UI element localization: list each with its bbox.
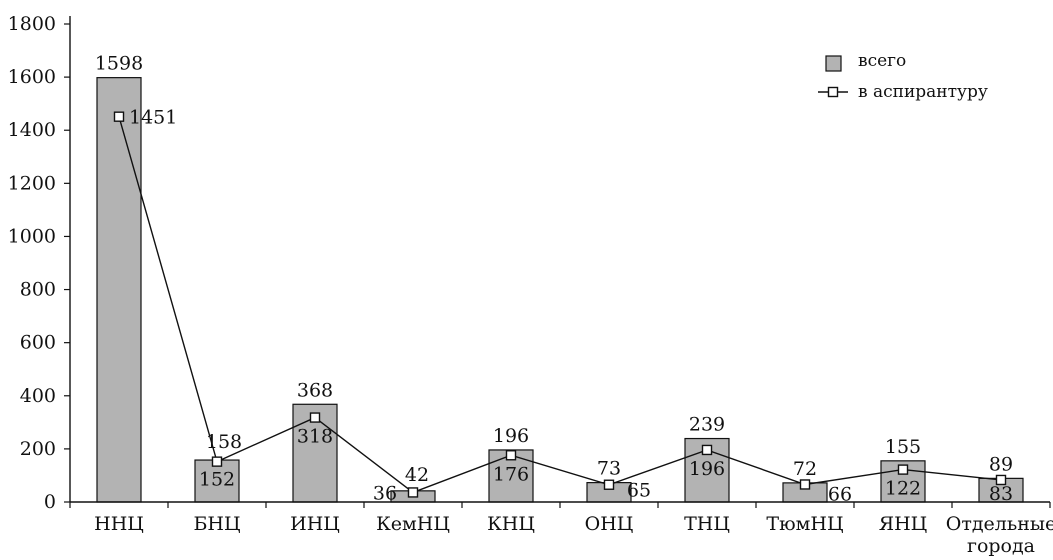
- line-marker-2: [309, 412, 321, 423]
- line-marker-5: [603, 479, 615, 490]
- bar-value-label: 155: [885, 436, 921, 458]
- bar-value-label: 1598: [95, 53, 143, 75]
- line-value-label: 65: [627, 480, 651, 502]
- bar-1: [194, 459, 240, 503]
- line-marker-7: [799, 479, 811, 490]
- axes-layer: 0 200 400 600 800 1000 1200 1400 1600 1800 ННЦ БНЦ И…: [8, 13, 1053, 557]
- line-marker-6: [701, 444, 713, 456]
- line-value-label: 66: [828, 483, 852, 505]
- y-tick-label: 200: [20, 438, 56, 460]
- line-value-label: 36: [373, 482, 397, 504]
- x-category-label: КНЦ: [487, 513, 535, 535]
- line-marker-0: [113, 111, 125, 122]
- legend-swatch-bars: [825, 55, 842, 72]
- x-category-label: ОНЦ: [585, 513, 634, 535]
- x-category-label: ННЦ: [94, 513, 144, 535]
- bar-value-label: 72: [793, 458, 817, 480]
- line-value-label: 318: [297, 426, 333, 448]
- line-value-label: 83: [989, 483, 1013, 505]
- x-category-label: ИНЦ: [290, 513, 340, 535]
- line-value-label: 1451: [129, 107, 177, 129]
- legend: всего в аспирантуру: [818, 51, 988, 102]
- x-category-label: КемНЦ: [376, 513, 450, 535]
- bar-value-label: 368: [297, 379, 333, 401]
- y-tick-label: 800: [20, 279, 56, 301]
- legend-marker: [827, 86, 839, 98]
- y-tick-label: 1200: [8, 172, 56, 194]
- bar-value-label: 73: [597, 458, 621, 480]
- x-category-label: Отдельные города: [946, 513, 1053, 557]
- y-tick-label: 600: [20, 332, 56, 354]
- y-tick-label: 1800: [8, 13, 56, 35]
- x-category-label: ТюмНЦ: [766, 513, 843, 535]
- line-marker-1: [211, 456, 223, 467]
- line-value-label: 152: [199, 469, 235, 491]
- line-marker-8: [897, 464, 909, 475]
- line-value-label: 196: [689, 458, 725, 480]
- line-value-label: 176: [493, 463, 529, 485]
- bars-layer: [96, 77, 1024, 503]
- line-marker-9: [995, 474, 1007, 486]
- bar-value-label: 196: [493, 425, 529, 447]
- bar-0: [96, 77, 142, 503]
- y-tick-label: 1600: [8, 66, 56, 88]
- y-tick-label: 1000: [8, 225, 56, 247]
- x-category-label: БНЦ: [193, 513, 240, 535]
- y-tick-label: 1400: [8, 119, 56, 141]
- labels-layer: 1598 158 368 42 196 73 239 72 155 89 1451 152 318 36 1…: [95, 53, 1013, 506]
- bar-value-label: 239: [689, 414, 725, 436]
- bar-value-label: 42: [405, 464, 429, 486]
- bar-value-label: 158: [206, 431, 242, 453]
- x-category-label: ЯНЦ: [879, 513, 927, 535]
- line-series: [118, 116, 1002, 494]
- y-tick-label: 0: [44, 491, 56, 513]
- line-marker-3: [407, 487, 419, 498]
- line-value-label: 122: [885, 478, 921, 500]
- line-marker-4: [505, 450, 517, 461]
- line-layer: [113, 111, 1007, 498]
- bar-value-label: 89: [989, 453, 1013, 475]
- legend-label-line: в аспирантуру: [858, 82, 988, 102]
- y-tick-label: 400: [20, 385, 56, 407]
- legend-label-bars: всего: [858, 51, 906, 71]
- x-category-label: ТНЦ: [684, 513, 730, 535]
